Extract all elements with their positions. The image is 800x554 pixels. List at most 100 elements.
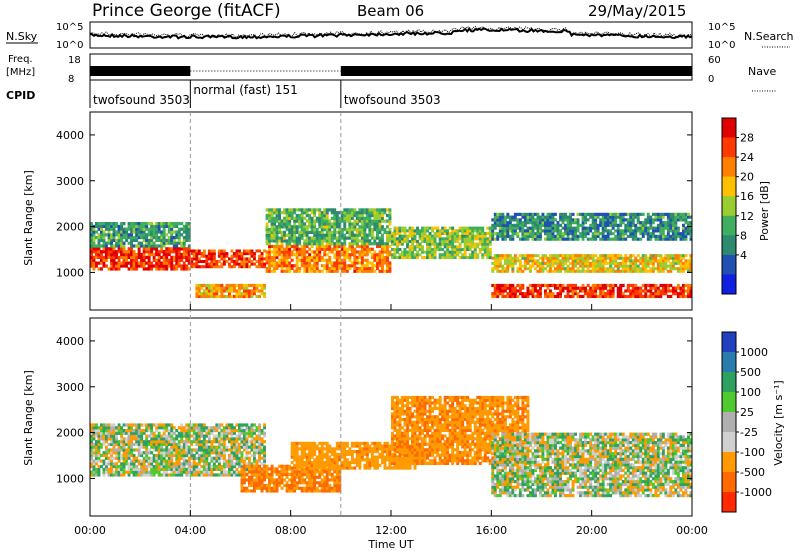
heatmap-cell: [594, 232, 598, 236]
heatmap-cell: [664, 212, 668, 216]
heatmap-cell: [388, 269, 392, 273]
heatmap-cell: [601, 232, 605, 236]
heatmap-cell: [408, 226, 412, 230]
heatmap-cell: [403, 237, 407, 241]
heatmap-cell: [320, 242, 324, 246]
heatmap-cell: [92, 247, 96, 251]
heatmap-cell: [235, 451, 239, 455]
heatmap-cell: [666, 289, 670, 293]
heatmap-cell: [192, 423, 196, 427]
heatmap-cell: [197, 426, 201, 430]
heatmap-cell: [248, 475, 251, 479]
heatmap-cell: [92, 453, 96, 458]
heatmap-cell: [127, 456, 131, 460]
heatmap-cell: [150, 467, 154, 471]
heatmap-cell: [120, 465, 124, 469]
heatmap-cell: [340, 247, 344, 251]
heatmap-cell: [210, 473, 214, 477]
heatmap-cell: [255, 459, 259, 463]
heatmap-cell: [531, 286, 535, 290]
heatmap-cell: [255, 481, 259, 485]
heatmap-cell: [559, 229, 563, 233]
heatmap-cell: [132, 470, 136, 474]
heatmap-cell: [245, 431, 249, 435]
heatmap-cell: [423, 237, 427, 241]
heatmap-cell: [300, 264, 304, 268]
heatmap-cell: [303, 467, 307, 471]
heatmap-cell: [137, 429, 141, 433]
heatmap-cell: [481, 248, 485, 252]
heatmap-cell: [682, 229, 685, 233]
heatmap-cell: [233, 260, 236, 264]
heatmap-cell: [172, 462, 176, 466]
heatmap-cell: [338, 242, 342, 246]
heatmap-cell: [273, 467, 277, 471]
heatmap-cell: [561, 261, 565, 265]
heatmap-cell: [233, 289, 236, 293]
heatmap-cell: [310, 225, 314, 229]
heatmap-cell: [205, 465, 209, 469]
heatmap-cell: [521, 223, 525, 227]
heatmap-cell: [614, 254, 618, 258]
heatmap-cell: [396, 231, 399, 235]
heatmap-cell: [165, 459, 169, 463]
heatmap-cell: [190, 262, 194, 266]
heatmap-cell: [255, 467, 259, 471]
heatmap-cell: [666, 212, 670, 216]
heatmap-cell: [388, 266, 392, 271]
heatmap-cell: [92, 434, 96, 438]
heatmap-cell: [664, 283, 668, 288]
heatmap-cell: [115, 241, 119, 245]
heatmap-cell: [468, 245, 472, 249]
heatmap-cell: [689, 294, 693, 299]
heatmap-cell: [155, 227, 159, 231]
heatmap-cell: [190, 249, 194, 253]
heatmap-cell: [386, 261, 389, 265]
heatmap-cell: [471, 237, 475, 241]
heatmap-cell: [360, 250, 364, 254]
heatmap-cell: [283, 467, 287, 471]
heatmap-cell: [240, 431, 244, 435]
heatmap-cell: [90, 244, 93, 248]
heatmap-cell: [569, 267, 573, 271]
heatmap-cell: [270, 464, 274, 468]
heatmap-cell: [541, 261, 545, 265]
heatmap-cell: [212, 289, 216, 293]
heatmap-cell: [684, 226, 688, 230]
heatmap-cell: [493, 237, 497, 241]
heatmap-cell: [604, 223, 608, 227]
heatmap-cell: [313, 211, 317, 215]
heatmap-cell: [368, 211, 372, 215]
heatmap-cell: [305, 470, 309, 474]
heatmap-cell: [443, 229, 447, 233]
heatmap-cell: [411, 253, 415, 257]
heatmap-cell: [396, 229, 399, 233]
heatmap-cell: [298, 222, 302, 226]
heatmap-cell: [328, 269, 332, 273]
heatmap-cell: [268, 475, 272, 479]
heatmap-cell: [534, 294, 537, 299]
heatmap-cell: [441, 256, 445, 260]
heatmap-cell: [300, 489, 304, 493]
heatmap-cell: [559, 283, 563, 288]
heatmap-cell: [574, 218, 578, 222]
heatmap-cell: [511, 232, 515, 236]
heatmap-cell: [539, 267, 542, 271]
heatmap-cell: [192, 462, 196, 466]
heatmap-cell: [243, 249, 246, 253]
heatmap-cell: [493, 232, 497, 236]
heatmap-cell: [92, 445, 96, 449]
heatmap-cell: [501, 226, 505, 230]
heatmap-cell: [433, 240, 437, 244]
heatmap-cell: [172, 267, 176, 271]
heatmap-cell: [433, 250, 437, 254]
heatmap-cell: [197, 286, 201, 290]
heatmap-cell: [157, 222, 161, 226]
heatmap-cell: [250, 467, 254, 471]
heatmap-cell: [561, 259, 565, 263]
heatmap-cell: [388, 222, 392, 226]
heatmap-cell: [423, 229, 427, 233]
heatmap-cell: [265, 266, 269, 271]
heatmap-cell: [370, 219, 374, 223]
heatmap-cell: [606, 223, 610, 227]
